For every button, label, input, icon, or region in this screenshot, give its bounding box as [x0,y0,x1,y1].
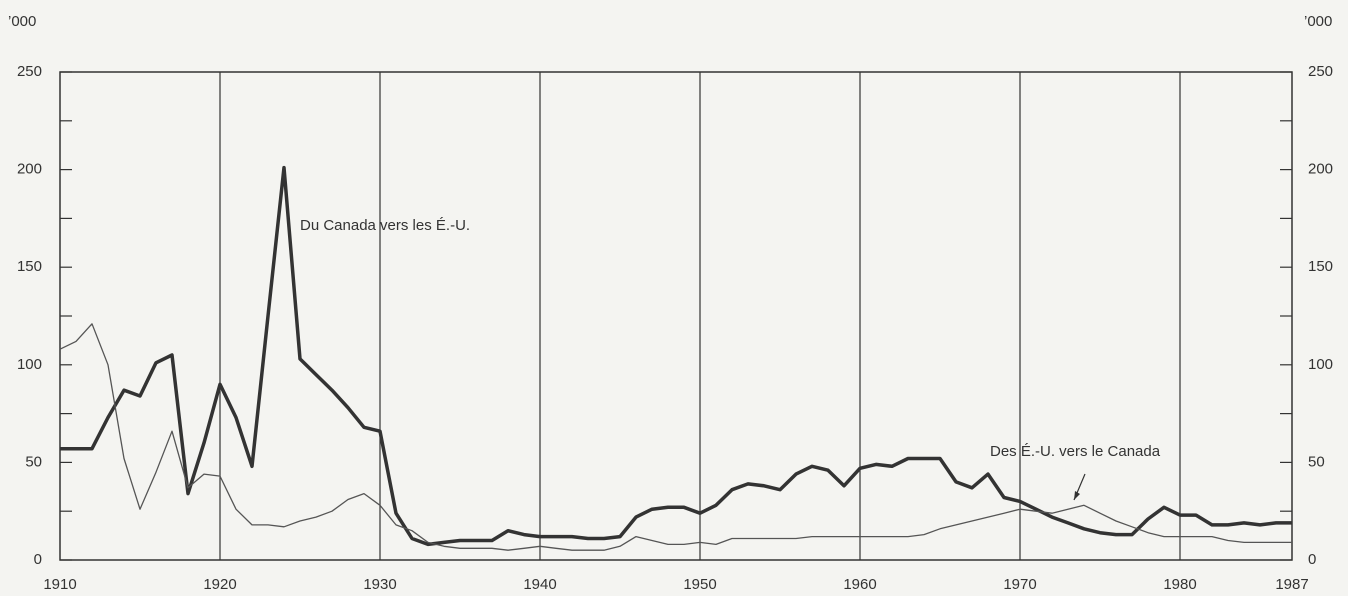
x-tick-label: 1920 [203,576,236,593]
x-tick-label: 1910 [43,576,76,593]
x-tick-label: 1930 [363,576,396,593]
x-tick-label: 1987 [1275,576,1308,593]
plot-frame [59,71,1293,561]
y-tick-label: 50 [25,453,42,470]
unit-label-right: ’000 [1304,13,1332,30]
y2-tick-label: 0 [1308,551,1316,568]
y-tick-label: 0 [34,551,42,568]
y-tick-label: 150 [17,258,42,275]
y2-tick-label: 100 [1308,356,1333,373]
y2-tick-label: 150 [1308,258,1333,275]
y-tick-label: 250 [17,63,42,80]
y2-tick-label: 250 [1308,63,1333,80]
x-tick-label: 1960 [843,576,876,593]
x-tick-label: 1970 [1003,576,1036,593]
x-tick-label: 1950 [683,576,716,593]
x-tick-label: 1980 [1163,576,1196,593]
unit-label-left: ’000 [8,13,36,30]
series-label: Du Canada vers les É.-U. [300,217,470,234]
arrow-head [1074,491,1080,500]
series-label: Des É.-U. vers le Canada [990,443,1161,460]
y2-tick-label: 200 [1308,161,1333,178]
x-tick-label: 1940 [523,576,556,593]
y-tick-label: 100 [17,356,42,373]
series-line [59,323,1292,551]
y-tick-label: 200 [17,161,42,178]
series-line [60,165,1292,547]
y2-tick-label: 50 [1308,453,1325,470]
